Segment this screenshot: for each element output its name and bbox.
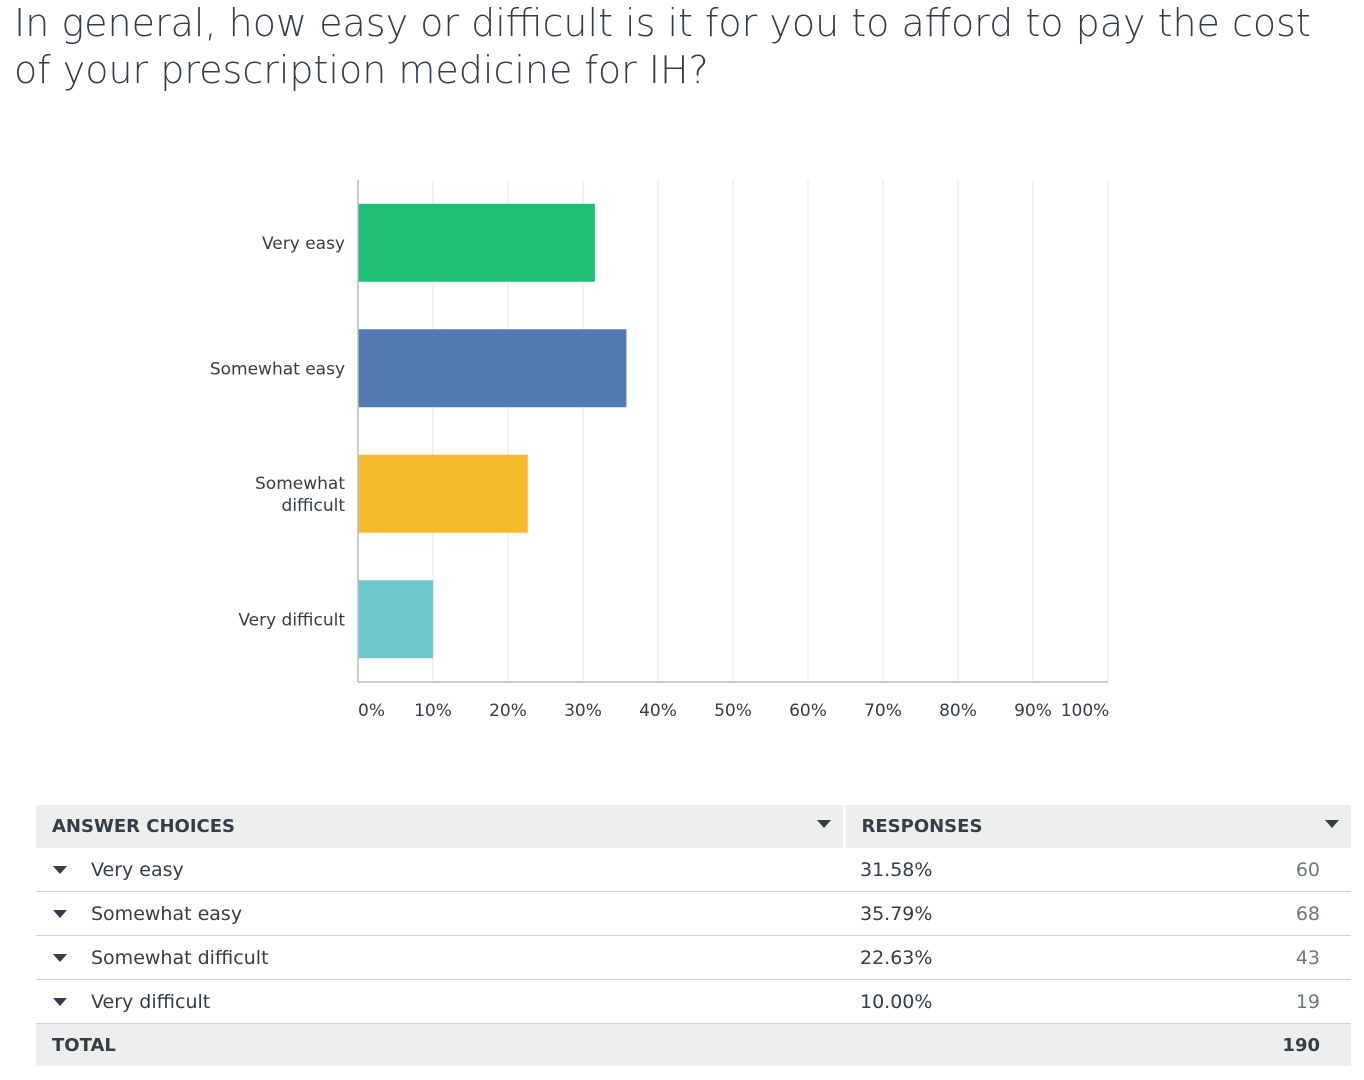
response-cell: 10.00% 19 (844, 979, 1351, 1024)
chart-gridlines (432, 180, 1109, 682)
total-label-cell: TOTAL (36, 1023, 844, 1066)
answer-choice-label: Somewhat easy (91, 902, 243, 925)
x-tick-label: 10% (414, 701, 452, 721)
answer-choice-label: Very difficult (91, 990, 211, 1013)
response-percent: 10.00% (860, 990, 933, 1013)
response-percent: 22.63% (860, 946, 933, 969)
table-header-row: ANSWER CHOICES RESPONSES (36, 805, 1351, 848)
category-label: Somewhat (255, 474, 345, 494)
expand-caret-down-icon[interactable] (53, 954, 67, 962)
answer-choice-cell: Very difficult (36, 979, 844, 1024)
chart-bars (358, 203, 627, 659)
category-label: Very difficult (238, 610, 345, 630)
expand-caret-down-icon[interactable] (53, 866, 67, 874)
response-cell: 22.63% 43 (844, 935, 1351, 980)
x-tick-label: 90% (1014, 701, 1052, 721)
total-count-cell: 190 (844, 1023, 1351, 1066)
table-row: Somewhat easy 35.79% 68 (36, 891, 1351, 936)
table-row: Somewhat difficult 22.63% 43 (36, 935, 1351, 980)
results-table: ANSWER CHOICES RESPONSES Very easy 31.58… (36, 805, 1351, 1066)
responses-header-label: RESPONSES (861, 816, 983, 837)
bar (358, 329, 627, 408)
bar (358, 580, 433, 659)
x-tick-label: 60% (789, 701, 827, 721)
response-percent: 35.79% (860, 902, 933, 925)
total-row: TOTAL 190 (36, 1023, 1351, 1066)
response-count: 19 (1295, 991, 1320, 1013)
bar (358, 203, 595, 282)
x-tick-label: 70% (864, 701, 902, 721)
x-tick-label: 20% (489, 701, 527, 721)
x-tick-label: 30% (564, 701, 602, 721)
chart-tick-labels: 0% 10% 20% 30% 40% 50% 60% 70% 80% 90% 100% (358, 701, 1109, 721)
category-label: Somewhat easy (210, 359, 345, 379)
answer-choice-label: Very easy (91, 858, 184, 881)
answer-choice-cell: Very easy (36, 848, 844, 892)
x-tick-label: 50% (714, 701, 752, 721)
bar (358, 454, 528, 533)
x-tick-label: 80% (939, 701, 977, 721)
x-tick-label: 100% (1061, 701, 1110, 721)
expand-caret-down-icon[interactable] (53, 910, 67, 918)
x-tick-label: 0% (358, 701, 385, 721)
x-tick-label: 40% (639, 701, 677, 721)
response-count: 43 (1295, 947, 1320, 969)
table-row: Very easy 31.58% 60 (36, 848, 1351, 892)
answer-choices-header-label: ANSWER CHOICES (52, 816, 235, 837)
answer-choice-cell: Somewhat difficult (36, 935, 844, 980)
response-cell: 31.58% 60 (844, 848, 1351, 892)
response-cell: 35.79% 68 (844, 891, 1351, 936)
response-count: 68 (1295, 903, 1320, 925)
category-label: Very easy (262, 234, 345, 254)
answer-choice-label: Somewhat difficult (91, 946, 269, 969)
sort-caret-down-icon[interactable] (816, 820, 831, 828)
sort-caret-down-icon[interactable] (1325, 820, 1339, 828)
table-row: Very difficult 10.00% 19 (36, 979, 1351, 1024)
response-percent: 31.58% (860, 858, 933, 881)
expand-caret-down-icon[interactable] (53, 998, 67, 1006)
answer-choices-header[interactable]: ANSWER CHOICES (36, 805, 846, 848)
category-label: difficult (282, 496, 346, 516)
answer-choice-cell: Somewhat easy (36, 891, 844, 936)
question-title: In general, how easy or difficult is it … (14, 1, 1311, 92)
chart-axes (357, 180, 1108, 683)
response-count: 60 (1295, 859, 1320, 881)
responses-header[interactable]: RESPONSES (844, 805, 1351, 848)
